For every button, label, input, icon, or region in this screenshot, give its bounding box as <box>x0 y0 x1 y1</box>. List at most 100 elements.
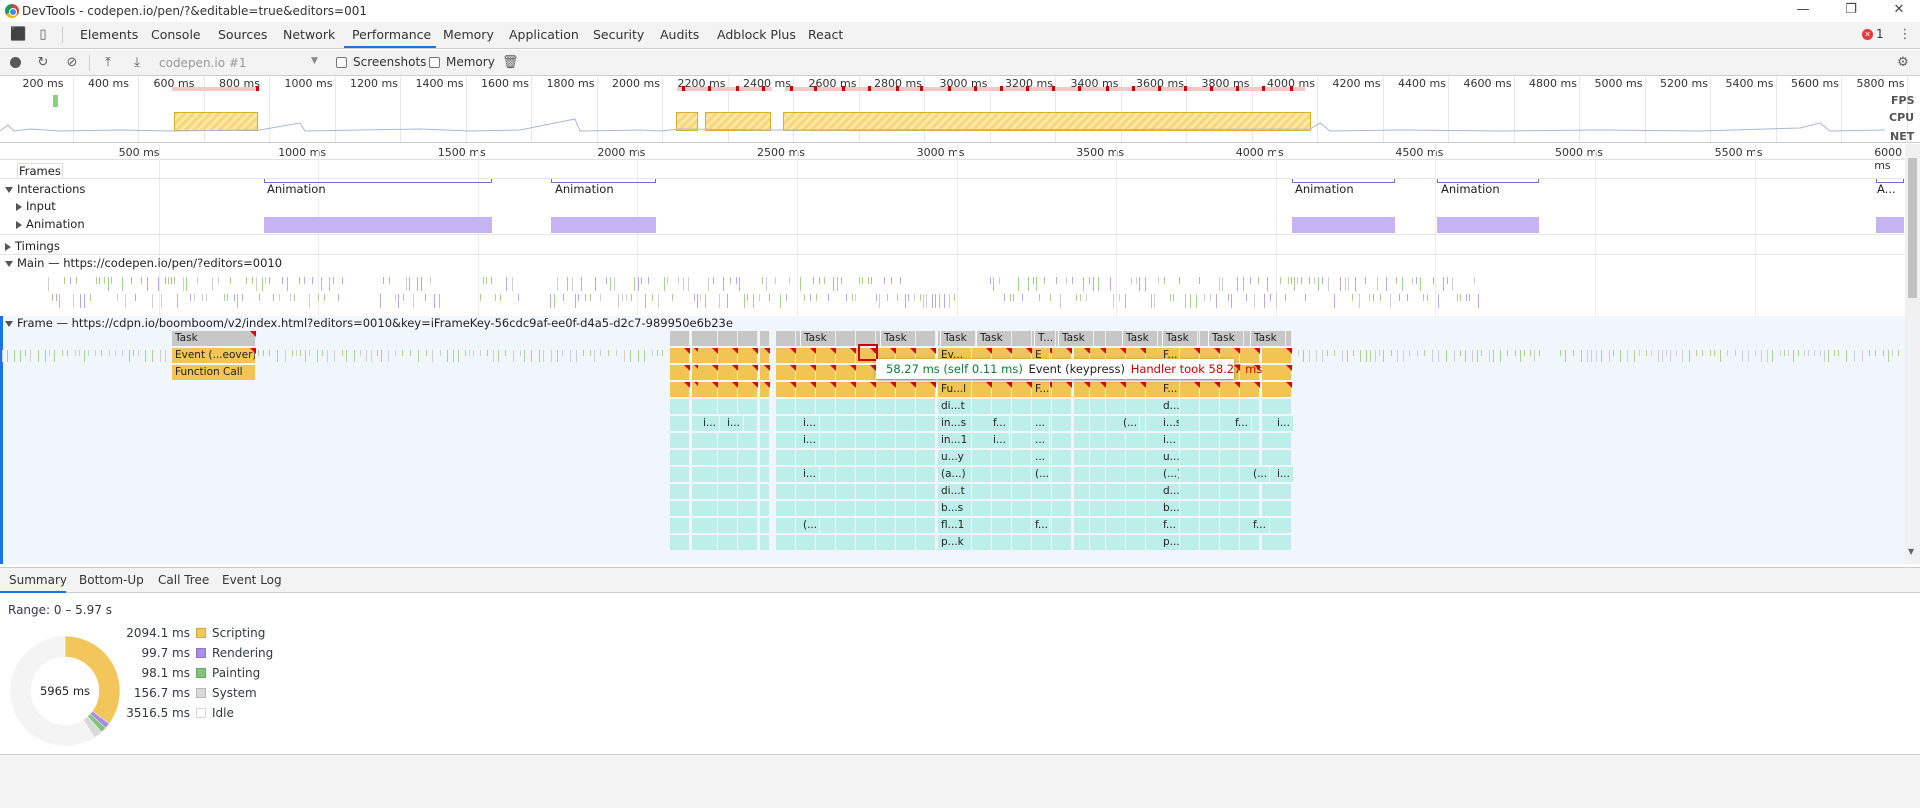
flame-call[interactable] <box>856 467 876 482</box>
flame-call[interactable] <box>1090 484 1106 499</box>
flame-call[interactable] <box>776 484 796 499</box>
flame-call[interactable] <box>816 518 836 533</box>
flame-call[interactable] <box>836 399 856 414</box>
flame-call[interactable]: F... <box>1160 382 1180 397</box>
flame-call[interactable] <box>760 501 770 516</box>
flame-call[interactable] <box>972 433 992 448</box>
flame-call[interactable]: di...t <box>938 399 972 414</box>
flame-call[interactable] <box>760 535 770 550</box>
close-window-button[interactable]: ✕ <box>1893 2 1905 17</box>
flame-call[interactable] <box>876 501 896 516</box>
flame-call[interactable] <box>1012 501 1032 516</box>
flame-call[interactable] <box>1200 433 1220 448</box>
flame-call[interactable] <box>972 450 992 465</box>
flame-task[interactable] <box>698 331 718 346</box>
flame-call[interactable] <box>1126 399 1146 414</box>
flame-call[interactable] <box>738 535 758 550</box>
flame-call[interactable] <box>836 535 856 550</box>
flame-call[interactable] <box>1240 501 1260 516</box>
flame-call[interactable] <box>1180 501 1200 516</box>
flame-call[interactable] <box>876 484 896 499</box>
flame-call[interactable] <box>796 501 816 516</box>
flame-call[interactable] <box>1012 433 1032 448</box>
flame-call[interactable] <box>698 535 718 550</box>
flame-call[interactable] <box>1262 501 1292 516</box>
flame-call[interactable] <box>816 433 836 448</box>
flame-chart-scrollbar[interactable]: ▼ <box>1905 144 1920 564</box>
flame-call[interactable] <box>836 501 856 516</box>
flame-call[interactable] <box>1012 450 1032 465</box>
flame-call[interactable] <box>992 501 1012 516</box>
flame-task[interactable] <box>916 331 936 346</box>
flame-call[interactable] <box>1074 399 1090 414</box>
flame-call[interactable] <box>856 399 876 414</box>
flame-call[interactable] <box>776 467 796 482</box>
flame-call[interactable] <box>972 467 992 482</box>
flame-call[interactable] <box>1180 535 1200 550</box>
flame-call[interactable] <box>816 467 836 482</box>
flame-call[interactable] <box>992 535 1012 550</box>
flame-call[interactable] <box>1220 467 1240 482</box>
tab-bottom-up[interactable]: Bottom-Up <box>79 573 144 587</box>
flame-call[interactable] <box>916 501 936 516</box>
flame-task[interactable]: Task <box>940 331 976 346</box>
flame-call[interactable] <box>1200 450 1220 465</box>
flame-call[interactable] <box>718 518 738 533</box>
flame-call[interactable] <box>1090 467 1106 482</box>
flame-call[interactable] <box>916 484 936 499</box>
flame-task[interactable] <box>718 331 738 346</box>
tab-performance[interactable]: Performance <box>352 27 432 42</box>
flame-call[interactable] <box>738 467 758 482</box>
flame-call[interactable] <box>776 518 796 533</box>
flame-call[interactable] <box>1012 399 1032 414</box>
timings-track-label[interactable]: Timings <box>5 239 60 253</box>
flame-call[interactable] <box>1074 416 1090 431</box>
animation-interaction[interactable] <box>1876 179 1904 183</box>
error-icon[interactable]: ✕ <box>1862 29 1873 40</box>
memory-checkbox[interactable] <box>429 57 440 68</box>
animation-track-label[interactable]: Animation <box>16 217 85 231</box>
flame-call[interactable] <box>816 399 836 414</box>
flame-call[interactable] <box>816 484 836 499</box>
flame-call[interactable] <box>896 433 916 448</box>
flame-call[interactable] <box>836 416 856 431</box>
flame-call[interactable] <box>738 399 758 414</box>
flame-task[interactable]: Task <box>1058 331 1094 346</box>
flame-call[interactable] <box>670 399 690 414</box>
flame-call[interactable] <box>992 467 1012 482</box>
flame-call[interactable] <box>916 433 936 448</box>
flame-call[interactable] <box>760 518 770 533</box>
flame-call[interactable] <box>972 484 992 499</box>
flame-call[interactable] <box>1180 416 1200 431</box>
flame-call[interactable] <box>1200 416 1220 431</box>
flame-call[interactable] <box>1220 518 1240 533</box>
flame-task[interactable]: Task <box>1122 331 1158 346</box>
flame-call[interactable] <box>1106 501 1126 516</box>
flame-call[interactable] <box>738 501 758 516</box>
load-profile-icon[interactable]: ⤒ <box>105 55 111 70</box>
flame-call[interactable]: di...t <box>938 484 972 499</box>
flame-call[interactable] <box>760 433 770 448</box>
flame-call[interactable] <box>1032 399 1052 414</box>
flame-call[interactable] <box>816 501 836 516</box>
flame-call[interactable] <box>1180 450 1200 465</box>
flame-call[interactable] <box>1126 518 1146 533</box>
flame-call[interactable] <box>1126 535 1146 550</box>
flame-function-call[interactable]: Function Call <box>172 365 256 380</box>
flame-task[interactable]: Task <box>1162 331 1198 346</box>
flame-call[interactable] <box>1106 399 1126 414</box>
flame-call[interactable] <box>972 399 992 414</box>
flame-call[interactable] <box>718 399 738 414</box>
animation-bar[interactable] <box>1876 217 1904 233</box>
flame-call[interactable] <box>1240 535 1260 550</box>
flame-call[interactable] <box>992 399 1012 414</box>
flame-call[interactable] <box>836 484 856 499</box>
flame-call[interactable] <box>1200 467 1220 482</box>
input-track-label[interactable]: Input <box>16 199 56 213</box>
animation-interaction[interactable] <box>1437 179 1539 183</box>
flame-call[interactable] <box>972 535 992 550</box>
flame-call[interactable] <box>1052 416 1072 431</box>
flame-call[interactable] <box>1220 535 1240 550</box>
profile-select[interactable]: codepen.io #1 ▼ <box>155 55 321 71</box>
flame-call[interactable] <box>972 501 992 516</box>
